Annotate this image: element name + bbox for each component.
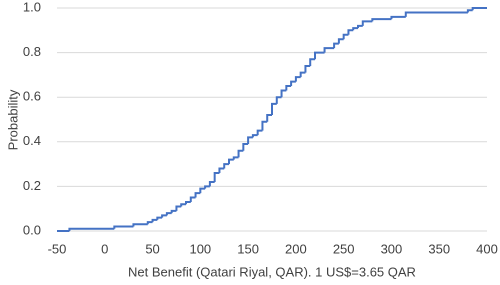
step-segment	[213, 172, 220, 182]
step-segment	[228, 158, 234, 165]
step-segment	[294, 76, 301, 82]
step-segment	[333, 42, 339, 49]
step-segment	[132, 223, 148, 227]
step-segment	[314, 51, 325, 60]
step-segment	[261, 120, 268, 131]
step-segment	[68, 227, 115, 231]
step-segment	[371, 18, 392, 22]
step-segment	[151, 218, 158, 223]
y-tick-label: 0.0	[23, 222, 41, 237]
step-segment	[247, 136, 253, 145]
step-segment	[165, 212, 172, 216]
step-segment	[290, 80, 296, 87]
step-segment	[113, 225, 134, 229]
step-segment	[280, 89, 287, 98]
step-segment	[357, 24, 363, 29]
step-segment	[204, 185, 210, 189]
y-tick-label: 0.2	[23, 178, 41, 193]
x-tick-label: 0	[101, 241, 108, 256]
step-segment	[189, 196, 196, 203]
y-axis-label: Probability	[5, 89, 20, 150]
step-segment	[352, 27, 358, 31]
step-segment	[304, 64, 311, 73]
step-segment	[337, 38, 344, 44]
y-tick-label: 1.0	[23, 0, 41, 14]
x-tick-label: 400	[476, 241, 498, 256]
step-segment	[194, 192, 201, 198]
x-tick-label: 50	[145, 241, 159, 256]
step-segment	[275, 96, 282, 104]
step-segment	[299, 71, 306, 78]
step-segment	[342, 33, 349, 40]
step-segment	[323, 47, 335, 53]
step-segment	[175, 205, 182, 211]
step-segment	[256, 129, 263, 136]
step-segment	[251, 134, 258, 138]
x-tick-label: 350	[428, 241, 450, 256]
x-tick-label: -50	[48, 241, 67, 256]
step-segment	[223, 163, 229, 169]
step-segment	[199, 187, 206, 194]
x-tick-label: 150	[237, 241, 259, 256]
step-segment	[390, 15, 406, 20]
x-tick-label: 300	[381, 241, 403, 256]
step-segment	[185, 201, 191, 205]
step-segment	[471, 7, 487, 11]
step-segment	[309, 58, 315, 66]
step-segment	[404, 11, 468, 17]
step-segment	[361, 20, 373, 26]
x-tick-label: 200	[285, 241, 307, 256]
x-tick-label: 250	[333, 241, 355, 256]
step-segment	[170, 209, 177, 214]
step-segment	[285, 85, 292, 91]
y-tick-label: 0.8	[23, 44, 41, 59]
step-segment	[146, 221, 153, 225]
y-tick-label: 0.4	[23, 133, 41, 148]
step-segment	[237, 149, 244, 158]
y-tick-label: 0.6	[23, 89, 41, 104]
step-segment	[466, 9, 473, 13]
step-segment	[180, 203, 186, 207]
step-segment	[161, 214, 167, 218]
step-segment	[156, 216, 163, 220]
step-segment	[347, 29, 354, 35]
step-segment	[242, 143, 249, 151]
step-segment	[266, 114, 272, 122]
x-tick-label: 100	[189, 241, 211, 256]
step-segment	[232, 156, 239, 160]
step-segment	[218, 167, 225, 174]
step-segment	[271, 102, 277, 116]
step-segment	[208, 180, 215, 187]
x-axis-label: Net Benefit (Qatari Riyal, QAR). 1 US$=3…	[128, 264, 416, 279]
